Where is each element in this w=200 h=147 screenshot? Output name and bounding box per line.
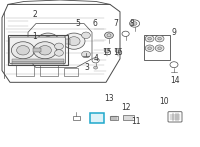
Bar [8,35,68,65]
Circle shape [11,42,35,59]
FancyBboxPatch shape [9,37,66,64]
Circle shape [39,46,51,55]
Bar [64,68,78,76]
Circle shape [33,42,57,59]
Text: 15: 15 [102,48,112,57]
Circle shape [115,49,121,53]
Circle shape [145,35,154,42]
FancyBboxPatch shape [90,113,104,123]
Text: 6: 6 [93,19,97,28]
Circle shape [37,33,59,49]
Text: 13: 13 [104,94,114,103]
Text: 12: 12 [121,103,131,112]
Circle shape [155,45,164,51]
Circle shape [82,51,90,58]
Bar [12,59,64,62]
Circle shape [104,49,110,53]
Bar [73,116,80,120]
Text: 5: 5 [76,19,80,28]
Circle shape [55,50,63,56]
Bar [144,35,170,60]
Circle shape [42,37,54,46]
Circle shape [82,32,90,39]
Circle shape [148,37,151,40]
Circle shape [158,47,161,50]
Text: 3: 3 [85,63,89,72]
Circle shape [148,47,151,50]
Circle shape [94,66,98,69]
Circle shape [55,43,63,50]
Bar [12,62,64,65]
Text: 14: 14 [170,76,180,85]
Text: 8: 8 [130,19,134,28]
Bar [59,39,70,44]
Circle shape [105,32,113,39]
Text: 9: 9 [172,28,176,37]
Circle shape [132,22,137,25]
Text: 7: 7 [114,19,118,28]
Circle shape [155,35,164,42]
Circle shape [17,46,29,55]
Bar [123,115,134,120]
Circle shape [63,33,85,49]
Bar [40,65,58,76]
Bar [110,116,118,120]
Text: 16: 16 [113,48,123,57]
Text: 10: 10 [159,97,169,106]
Text: 4: 4 [94,54,98,63]
Text: 11: 11 [131,117,141,126]
Circle shape [145,45,154,51]
Text: 2: 2 [33,10,37,19]
Circle shape [68,37,80,46]
Text: 1: 1 [33,31,37,41]
Bar [16,65,34,76]
Bar [33,48,41,52]
Circle shape [158,37,161,40]
